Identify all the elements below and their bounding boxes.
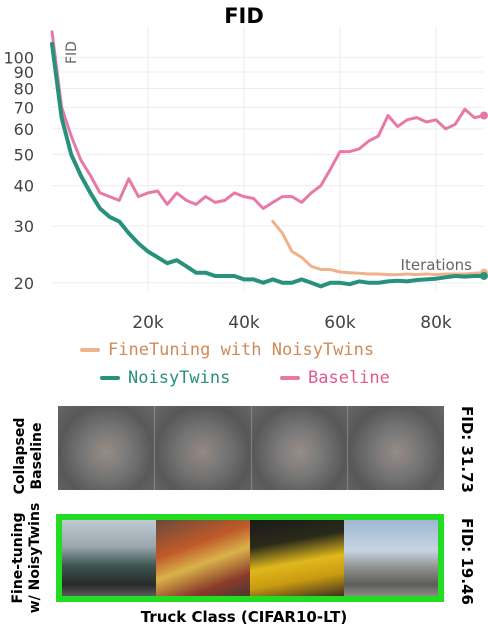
y-tick-label: 20 [14, 274, 34, 293]
collapsed-sample-image [348, 406, 444, 490]
truck-sample-image [62, 520, 156, 596]
y-tick-label: 30 [14, 217, 34, 236]
collapsed-samples-strip [58, 406, 444, 490]
x-tick-label: 20k [132, 313, 164, 333]
y-tick-label: 70 [14, 98, 34, 117]
series-lines [50, 30, 488, 289]
series-line-noisytwins [50, 41, 486, 289]
y-tick-label: 40 [14, 177, 34, 196]
figure-caption: Truck Class (CIFAR10-LT) [140, 608, 348, 626]
legend-swatch-noisytwins [100, 376, 120, 380]
series-line-finetuning-with-noisytwins [271, 219, 486, 277]
legend-label-noisytwins: NoisyTwins [128, 368, 231, 388]
series-line-baseline [50, 30, 486, 210]
grid [52, 26, 484, 290]
legend-item-noisytwins: NoisyTwins [100, 368, 230, 388]
collapsed-sample-image [58, 406, 155, 490]
x-tick-label: 60k [324, 313, 356, 333]
x-axis-ticks: 20k 40k 60k 80k [132, 313, 452, 333]
legend-swatch-baseline [280, 376, 300, 380]
series-end-point-baseline [480, 111, 488, 120]
x-tick-label: 40k [228, 313, 260, 333]
y-tick-label: 50 [14, 145, 34, 164]
legend-label-baseline: Baseline [308, 368, 390, 388]
finetune-label: Fine-tuning w/ NoisyTwins [10, 502, 43, 614]
y-axis-label: FID [64, 41, 80, 64]
y-tick-label: 90 [14, 63, 34, 82]
finetune-fid-label: FID: 19.46 [458, 518, 476, 605]
finetune-samples-box [56, 514, 444, 602]
chart-title: FID [224, 4, 264, 28]
series-end-point-noisytwins [480, 271, 488, 280]
collapsed-sample-image [251, 406, 349, 490]
y-tick-label: 60 [14, 120, 34, 139]
legend-item-finetuning: FineTuning with NoisyTwins [80, 340, 374, 360]
truck-sample-image [344, 520, 438, 596]
x-tick-label: 80k [420, 313, 452, 333]
y-tick-label: 100 [3, 48, 34, 67]
truck-sample-image [250, 520, 344, 596]
y-tick-label: 80 [14, 80, 34, 99]
collapsed-baseline-label: Collapsed Baseline [12, 417, 45, 495]
x-axis-label: Iterations [401, 256, 473, 274]
collapsed-fid-label: FID: 31.73 [458, 406, 476, 493]
legend-item-baseline: Baseline [280, 368, 390, 388]
legend-label-finetuning: FineTuning with NoisyTwins [108, 340, 375, 360]
legend-swatch-finetuning [80, 348, 100, 352]
collapsed-sample-image [154, 406, 252, 490]
truck-sample-image [156, 520, 250, 596]
